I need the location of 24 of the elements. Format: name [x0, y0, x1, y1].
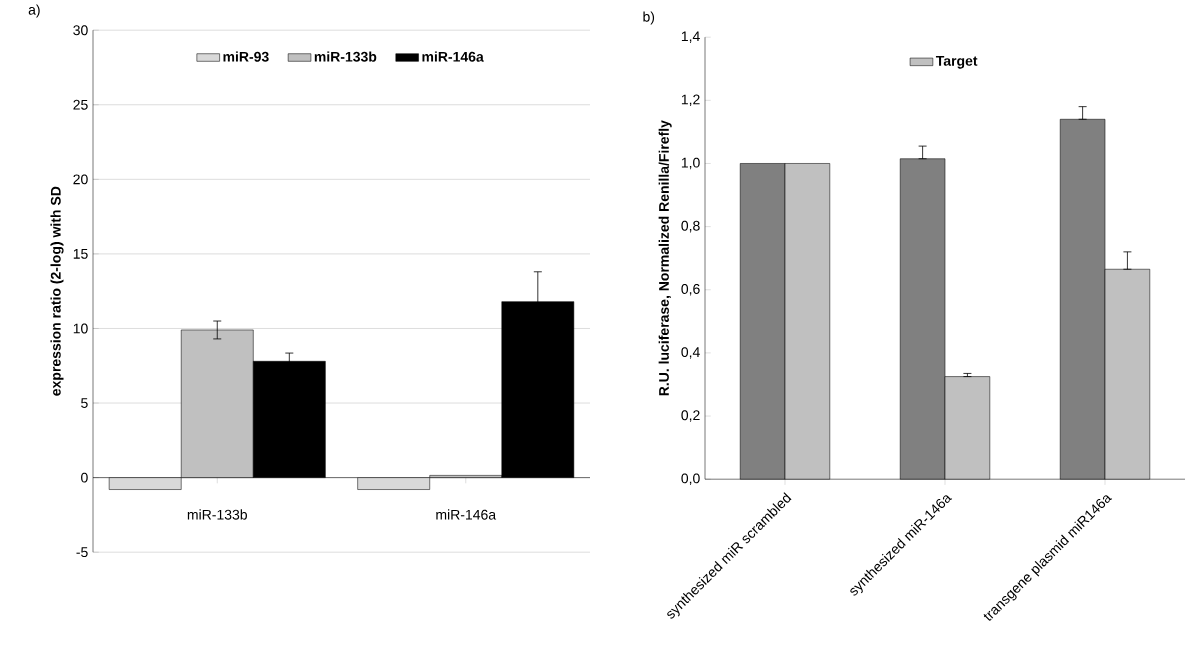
- legend-label: miR-133b: [314, 51, 377, 62]
- y-axis-title: expression ratio (2-log) with SD: [50, 186, 64, 396]
- chart-title: a): [28, 4, 40, 18]
- y-tick-label: 0,4: [681, 347, 700, 359]
- legend-label: miR-93: [223, 51, 269, 62]
- y-tick-label: 15: [73, 248, 88, 259]
- chart-title: b): [643, 11, 655, 25]
- y-tick-label: 0,0: [681, 473, 700, 485]
- legend-label: miR-146a: [422, 51, 484, 62]
- legend-label: Target: [935, 55, 978, 69]
- y-tick-label: 1,2: [681, 94, 700, 107]
- y-tick-label: 0,2: [681, 410, 700, 422]
- y-tick-label: 1,0: [681, 157, 700, 170]
- y-tick-label: 0,6: [681, 283, 700, 296]
- y-tick-label: 0: [81, 472, 88, 483]
- y-tick-label: 10: [73, 323, 88, 334]
- y-tick-label: 20: [73, 174, 88, 185]
- y-tick-label: 1,4: [681, 31, 700, 43]
- y-axis-title: R.U. luciferase, Normalized Renilla/Firefly: [658, 120, 672, 396]
- y-tick-label: 5: [81, 398, 88, 408]
- y-tick-label: 30: [73, 25, 88, 36]
- y-tick-label: 25: [73, 99, 88, 110]
- y-tick-label: 0,8: [681, 220, 700, 233]
- y-tick-label: -5: [76, 547, 88, 557]
